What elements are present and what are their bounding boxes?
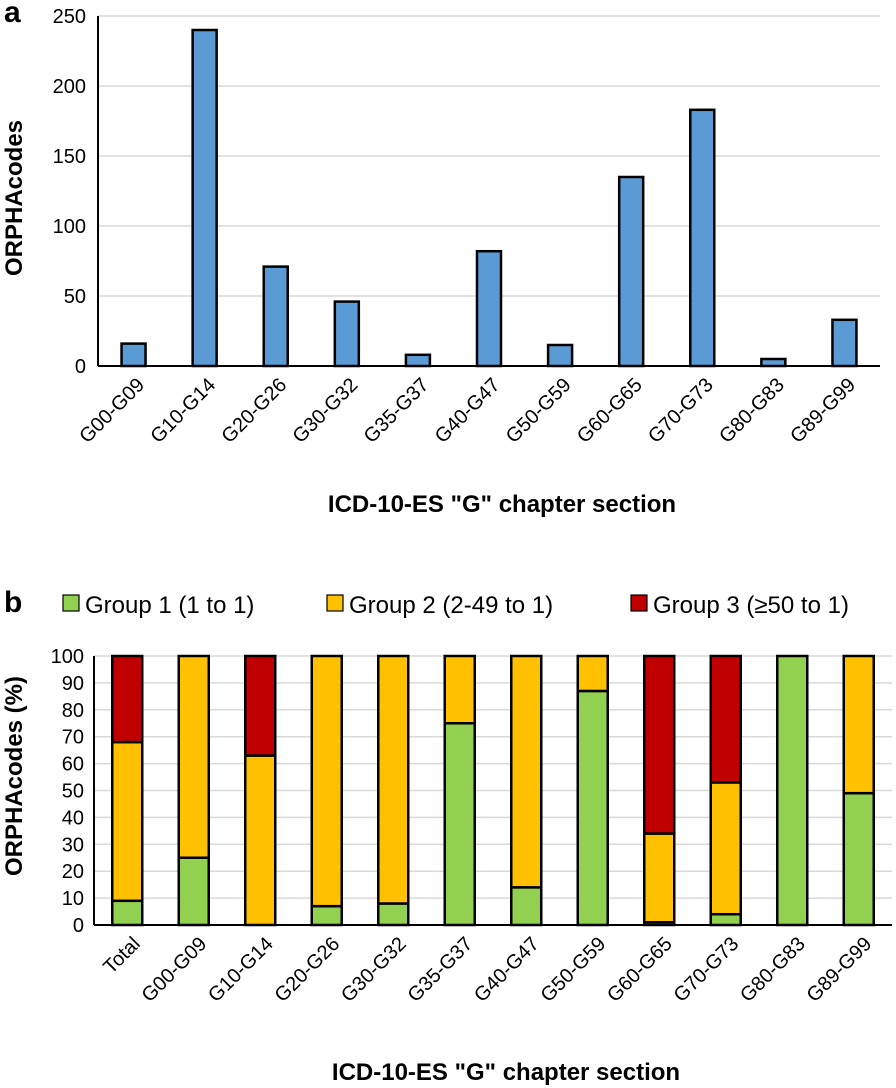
chart-a-y-tick-label: 150: [53, 146, 86, 168]
chart-a-x-axis-title: ICD-10-ES "G" chapter section: [328, 491, 676, 518]
chart-a-bar: [617, 175, 645, 368]
chart-b-y-tick-label: 20: [62, 861, 84, 883]
chart-a-bar: [831, 318, 858, 368]
chart-b-bar-segment: [510, 654, 543, 889]
chart-b-bar-segment: [443, 722, 476, 927]
chart-a-x-tick-label: G00-G09: [75, 374, 149, 448]
panel-b-label: b: [4, 586, 22, 619]
chart-a-x-tick-label: G60-G65: [573, 374, 647, 448]
chart-a-y-tick-label: 100: [53, 216, 86, 238]
legend-label-group-2: Group 2 (2-49 to 1): [349, 592, 553, 619]
chart-b-bar-segment: [111, 899, 144, 927]
chart-b-bar-segment: [377, 902, 410, 927]
chart-b-bar-segment: [576, 654, 609, 693]
chart-b-x-tick-label: G10-G14: [204, 933, 278, 1007]
chart-b-plot: 0 10 20 30 40 50 60 70 80 90 100 TotalG00-G09G10-G1…: [51, 646, 892, 1007]
legend-swatch-group-3: [630, 594, 648, 612]
chart-b-bar-segment: [842, 791, 875, 927]
chart-b-y-tick-label: 60: [62, 754, 84, 776]
chart-b-y-tick-label: 100: [51, 646, 84, 668]
chart-a-x-tick-label: G80-G83: [715, 374, 789, 448]
panel-a-label: a: [4, 0, 21, 29]
chart-a-x-tick-label: G35-G37: [360, 374, 434, 448]
chart-b-x-tick-label: G40-G47: [470, 933, 544, 1007]
legend-swatch-group-1: [62, 594, 80, 612]
chart-b-bar-segment: [643, 654, 676, 835]
chart-a-x-tick-label: G89-G99: [786, 374, 860, 448]
chart-b-y-tick-label: 50: [62, 781, 84, 803]
chart-b-y-tick-label: 70: [62, 727, 84, 749]
chart-a-bar: [404, 353, 432, 368]
chart-b-x-tick-label: G80-G83: [736, 933, 810, 1007]
chart-b-bar-segment: [377, 654, 410, 905]
chart-b-bar-segment: [177, 654, 210, 859]
chart-b-x-tick-label: Total: [99, 933, 144, 978]
chart-a-bar: [120, 342, 147, 368]
chart-b-y-tick-label: 0: [73, 915, 84, 937]
chart-b-y-axis-title: ORPHAcodes (%): [1, 676, 28, 876]
chart-b-y-tick-label: 40: [62, 807, 84, 829]
legend-label-group-3: Group 3 (≥50 to 1): [653, 592, 849, 619]
chart-b-bar-segment: [310, 654, 343, 908]
chart-b-y-tick-label: 30: [62, 834, 84, 856]
legend-swatch-group-2: [326, 594, 344, 612]
chart-b-y-tick-label: 90: [62, 673, 84, 695]
chart-b-y-tick-label: 10: [62, 888, 84, 910]
chart-b-bar-segment: [443, 654, 476, 725]
chart-a-x-tick-label: G50-G59: [502, 374, 576, 448]
chart-a-bar: [760, 357, 787, 368]
chart-b-bar-segment: [576, 689, 609, 927]
chart-a-bar: [262, 265, 289, 368]
legend-label-group-1: Group 1 (1 to 1): [85, 592, 254, 619]
chart-b-x-tick-label: G20-G26: [271, 933, 345, 1007]
chart-a-x-tick-label: G10-G14: [146, 374, 220, 448]
chart-b-x-tick-label: G30-G32: [337, 933, 411, 1007]
chart-b-x-tick-label: G35-G37: [404, 933, 478, 1007]
chart-b-x-tick-label: G50-G59: [537, 933, 611, 1007]
chart-a-y-tick-label: 0: [75, 356, 86, 378]
chart-a-y-tick-label: 250: [53, 6, 86, 28]
chart-b-x-tick-label: G60-G65: [603, 933, 677, 1007]
chart-a-bar: [475, 249, 503, 368]
chart-a-bar: [191, 28, 218, 368]
chart-b-bar-segment: [510, 886, 543, 927]
chart-a-x-tick-label: G40-G47: [431, 374, 505, 448]
chart-a-bar: [333, 300, 361, 368]
chart-b-x-axis-title: ICD-10-ES "G" chapter section: [332, 1059, 680, 1086]
chart-b-bar-segment: [310, 904, 343, 927]
chart-a-plot: 0 50 100 150 200 250 G00-G09G10-G14G20-G26G30-…: [53, 6, 880, 448]
chart-b-bar-segment: [244, 654, 277, 757]
chart-b-bar-segment: [244, 754, 277, 927]
chart-b-x-tick-label: G00-G09: [138, 933, 212, 1007]
chart-b-bar-segment: [776, 654, 809, 927]
chart-a-x-tick-label: G30-G32: [289, 374, 363, 448]
chart-a-x-tick-label: G70-G73: [644, 374, 718, 448]
chart-b-bar-segment: [709, 781, 742, 916]
chart-a-x-tick-label: G20-G26: [218, 374, 292, 448]
chart-a-y-tick-label: 200: [53, 76, 86, 98]
chart-a-bar: [689, 108, 716, 368]
chart-b-y-tick-label: 80: [62, 700, 84, 722]
chart-b-bar-segment: [111, 654, 144, 744]
chart-b-x-tick-label: G89-G99: [803, 933, 877, 1007]
chart-b-x-tick-label: G70-G73: [670, 933, 744, 1007]
chart-a-y-tick-label: 50: [64, 286, 86, 308]
chart-b-bar-segment: [177, 856, 210, 927]
chart-a-bar: [546, 343, 574, 368]
chart-b-legend: Group 1 (1 to 1) Group 2 (2-49 to 1) Gro…: [62, 592, 849, 619]
chart-b-bar-segment: [842, 654, 875, 795]
chart-b-bar-segment: [111, 740, 144, 903]
chart-a-y-axis-title: ORPHAcodes: [1, 120, 28, 276]
chart-b-bar-segment: [709, 654, 742, 784]
chart-b-bar-segment: [709, 912, 742, 927]
chart-b-bar-segment: [643, 832, 676, 924]
